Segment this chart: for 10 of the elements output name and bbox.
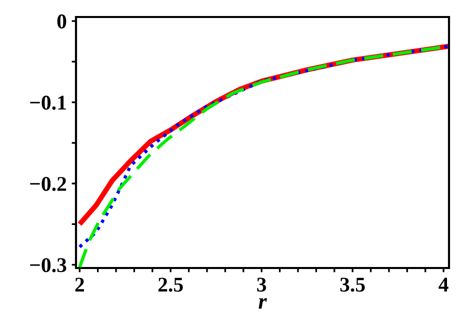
x-tick-label: 3.5	[340, 278, 365, 292]
x-axis-title: r	[258, 298, 267, 309]
y-tick-label: −0.3	[30, 258, 66, 272]
x-tick-label: 2	[75, 278, 84, 292]
x-tick-label: 2.5	[158, 278, 183, 292]
y-tick-label: 0	[57, 14, 66, 28]
y-tick-label: −0.2	[30, 176, 66, 192]
x-tick-label: 4	[438, 278, 448, 292]
y-tick-label: −0.1	[30, 96, 66, 110]
x-tick-label: 3	[257, 278, 266, 292]
